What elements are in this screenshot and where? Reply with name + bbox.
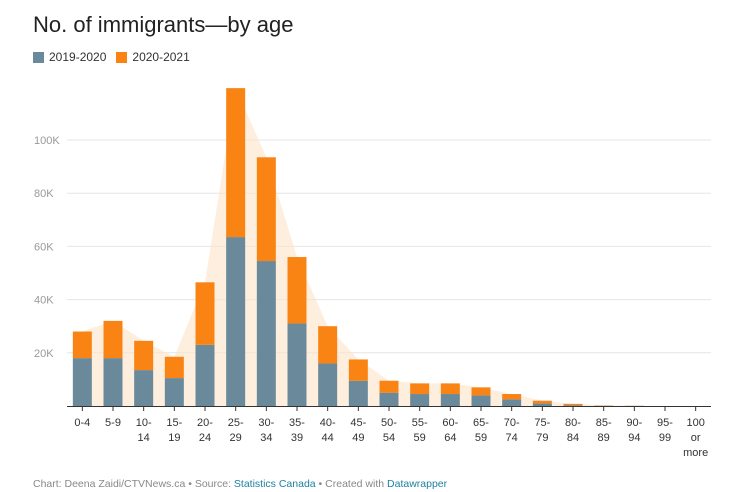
legend-label-2020-2021: 2020-2021 — [132, 50, 190, 64]
bar-2020-2021-70-74 — [502, 394, 522, 400]
legend-label-2019-2020: 2019-2020 — [49, 50, 107, 64]
bar-2020-2021-30-34 — [256, 157, 276, 262]
bar-2020-2021-65-59 — [471, 387, 491, 396]
bar-2020-2021-25-29 — [226, 88, 246, 238]
bar-2019-2020-65-59 — [471, 395, 491, 406]
x-tick-label: 15-19 — [166, 417, 182, 444]
bar-2019-2020-35-39 — [287, 323, 307, 406]
footer-credit: Chart: Deena Zaidi/CTVNews.ca • Source: — [33, 478, 234, 490]
x-tick-label: 10-14 — [136, 417, 152, 444]
source-link[interactable]: Statistics Canada — [233, 478, 316, 490]
bar-2020-2021-80-84 — [563, 403, 583, 406]
x-tick-label: 75-79 — [534, 417, 550, 444]
bar-2020-2021-35-39 — [287, 257, 307, 324]
y-tick-label: 40K — [34, 295, 54, 307]
bar-2019-2020-70-74 — [502, 399, 522, 406]
bar-2019-2020-80-84 — [563, 405, 583, 406]
bar-2020-2021-45-49 — [348, 359, 368, 381]
x-tick-label: 85-89 — [596, 417, 612, 444]
x-tick-label: 0-4 — [74, 417, 90, 429]
bar-2019-2020-10-14 — [134, 370, 154, 406]
legend-item-2020-2021: 2020-2021 — [116, 50, 190, 64]
datawrapper-link[interactable]: Datawrapper — [387, 478, 448, 490]
bar-2020-2021-0-4 — [72, 331, 92, 359]
x-tick-label: 45-49 — [350, 417, 366, 444]
x-tick-label: 95-99 — [657, 417, 673, 444]
bar-2019-2020-60-64 — [440, 394, 460, 406]
bar-2020-2021-75-79 — [532, 400, 552, 404]
x-tick-label: 70-74 — [504, 417, 520, 444]
x-tick-label: 20-24 — [197, 417, 213, 444]
chart-plot: 20K 40K 60K 80K 100K 0-4 5-9 10-14 15-19 20-24 25-… — [34, 88, 711, 459]
bar-2019-2020-20-24 — [195, 344, 215, 406]
bar-2020-2021-10-14 — [134, 340, 154, 371]
x-tick-label: 35-39 — [289, 417, 305, 444]
legend-item-2019-2020: 2019-2020 — [33, 50, 106, 64]
bar-2019-2020-50-54 — [379, 392, 399, 406]
x-tick-label: 50-54 — [381, 417, 397, 444]
x-tick-label: 55-59 — [412, 417, 428, 444]
x-tick-label: 25-29 — [228, 417, 244, 444]
bar-2020-2021-40-44 — [318, 326, 338, 364]
legend: 2019-2020 2020-2021 — [33, 50, 200, 64]
y-tick-label: 20K — [34, 348, 54, 360]
y-tick-label: 60K — [34, 241, 54, 253]
bar-2020-2021-5-9 — [103, 320, 123, 359]
x-tick-label: 90-94 — [626, 417, 642, 444]
bar-2019-2020-75-79 — [532, 403, 552, 406]
legend-swatch-2019-2020 — [33, 51, 44, 63]
x-tick-label: 100 or more — [683, 417, 708, 459]
y-tick-label: 80K — [34, 188, 54, 200]
bar-2020-2021-20-24 — [195, 282, 215, 345]
bar-2019-2020-30-34 — [256, 261, 276, 406]
bar-2020-2021-15-19 — [164, 356, 184, 379]
x-tick-label: 5-9 — [105, 417, 121, 429]
bar-2019-2020-5-9 — [103, 358, 123, 406]
legend-swatch-2020-2021 — [116, 51, 128, 63]
bar-2020-2021-60-64 — [440, 383, 460, 395]
chart-title: No. of immigrants—by age — [33, 12, 294, 37]
bar-2019-2020-55-59 — [410, 394, 430, 406]
footer-created: • Created with — [315, 478, 388, 490]
bar-2019-2020-15-19 — [164, 378, 184, 406]
chart-footer: Chart: Deena Zaidi/CTVNews.ca • Source: … — [33, 478, 447, 490]
bar-2020-2021-55-59 — [410, 383, 430, 395]
bar-2019-2020-40-44 — [318, 363, 338, 406]
x-tick-label: 80-84 — [565, 417, 581, 444]
bar-2020-2021-50-54 — [379, 380, 399, 393]
x-tick-label: 40-44 — [320, 417, 336, 444]
bar-2019-2020-0-4 — [72, 358, 92, 406]
bar-2019-2020-25-29 — [226, 237, 246, 406]
x-tick-label: 30-34 — [258, 417, 274, 444]
y-tick-label: 100K — [34, 135, 60, 147]
bar-2019-2020-45-49 — [348, 380, 368, 406]
x-tick-label: 60-64 — [442, 417, 458, 444]
x-tick-label: 65-59 — [473, 417, 489, 444]
